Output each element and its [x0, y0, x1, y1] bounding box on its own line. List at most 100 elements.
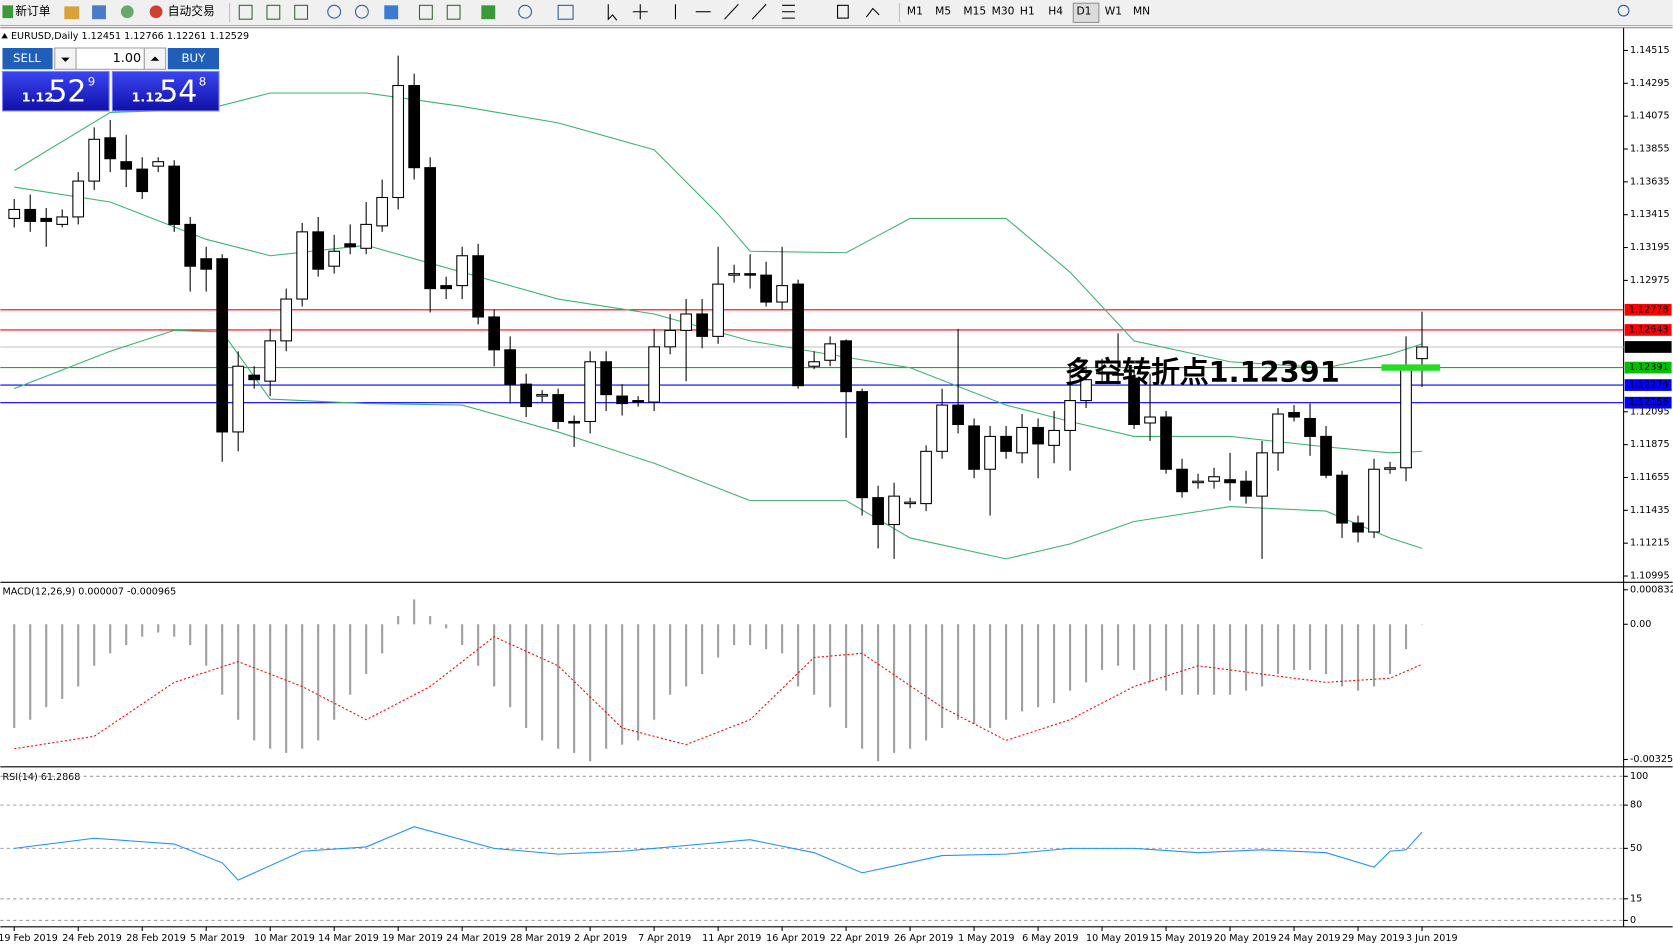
x-tick-label: 24 Mar 2019 — [446, 933, 507, 944]
signals-icon[interactable] — [120, 5, 134, 19]
y-tick-label: 0.00 — [1630, 619, 1651, 630]
zoom-out-icon[interactable] — [354, 4, 369, 19]
candle-body — [72, 180, 85, 218]
arrows-icon[interactable] — [865, 7, 880, 18]
search-icon[interactable] — [1617, 4, 1630, 17]
candle-body — [1144, 416, 1156, 424]
candle-body — [968, 425, 980, 470]
bid-big: 52 — [48, 74, 86, 109]
candle-body — [280, 298, 293, 342]
x-tick-label: 15 May 2019 — [1150, 933, 1212, 944]
new-order-icon — [2, 5, 14, 19]
buy-button[interactable]: BUY — [167, 47, 219, 70]
candle-body — [984, 435, 996, 470]
candle-body — [472, 255, 485, 318]
candle-body — [504, 349, 517, 385]
chart-bg — [0, 27, 1673, 946]
x-tick-label: 5 Mar 2019 — [190, 933, 245, 944]
candle-body — [1384, 467, 1396, 470]
x-tick-label: 7 Apr 2019 — [638, 933, 691, 944]
candle-body — [792, 283, 804, 387]
bid-quote[interactable]: 1.12 52 9 — [1, 70, 110, 112]
auto-trading-label: 自动交易 — [168, 4, 215, 18]
timeframe-button[interactable]: H4 — [1048, 5, 1063, 18]
sell-button[interactable]: SELL — [2, 47, 53, 70]
x-tick-label: 6 May 2019 — [1022, 933, 1078, 944]
lot-down-arrow — [61, 57, 70, 62]
x-tick-label: 3 Jun 2019 — [1406, 933, 1458, 944]
timeframe-button[interactable]: M15 — [963, 5, 986, 18]
candle-body — [1208, 476, 1220, 482]
candle-body — [312, 231, 325, 270]
candle-body — [152, 161, 165, 167]
history-icon[interactable] — [64, 6, 80, 20]
sell-label: SELL — [13, 51, 41, 65]
chart-shift-icon[interactable] — [446, 4, 461, 20]
candle-body — [24, 208, 37, 222]
candle-body — [1048, 429, 1060, 446]
level-tag-label: 1.12156 — [1629, 397, 1669, 408]
timeframe-button[interactable]: D1 — [1076, 5, 1091, 18]
candle-body — [360, 223, 373, 249]
candle-body — [744, 273, 756, 276]
candle-body — [872, 497, 884, 526]
fibo-icon[interactable] — [782, 4, 795, 19]
timeframe-button[interactable]: M1 — [907, 5, 923, 18]
band-line — [13, 92, 1423, 369]
candle-body — [120, 161, 133, 170]
trendline-icon[interactable] — [724, 3, 739, 20]
candle-body — [344, 243, 357, 248]
candle-body — [1352, 522, 1364, 533]
candle-body — [1032, 426, 1044, 445]
candle-body — [840, 340, 852, 393]
bar-chart-icon[interactable] — [238, 4, 253, 20]
candle-chart-icon[interactable] — [266, 4, 281, 20]
candle-body — [888, 495, 900, 526]
level-tag-label: 1.12391 — [1629, 362, 1669, 373]
y-tick-label: 1.10995 — [1630, 571, 1670, 582]
line-chart-icon[interactable] — [294, 4, 309, 20]
new-order-button[interactable]: 新订单 — [2, 4, 51, 19]
indicator-title: MACD(12,26,9) 0.000007 -0.000965 — [2, 586, 176, 597]
auto-trading-button[interactable]: 自动交易 — [149, 4, 215, 18]
candle-body — [216, 258, 229, 433]
templates-icon[interactable] — [557, 4, 574, 20]
cursor-icon[interactable] — [607, 4, 618, 21]
indicators-icon[interactable] — [481, 5, 496, 20]
new-order-label: 新订单 — [15, 4, 50, 18]
label-icon[interactable] — [837, 4, 849, 19]
terminal-icon[interactable] — [92, 5, 106, 20]
y-tick-label: -0.003259 — [1630, 754, 1673, 765]
crosshair-icon[interactable] — [632, 4, 648, 20]
candle-body — [456, 255, 469, 287]
channel-icon[interactable] — [751, 3, 767, 20]
tile-icon[interactable] — [384, 5, 399, 20]
y-tick-label: 1.11435 — [1630, 505, 1670, 516]
y-tick-label: 1.14515 — [1630, 45, 1670, 56]
timeframe-button[interactable]: H1 — [1020, 5, 1035, 18]
ask-prefix: 1.12 — [132, 91, 164, 106]
candle-body — [600, 361, 612, 396]
zoom-in-icon[interactable] — [327, 4, 342, 19]
y-tick-label: 1.11215 — [1630, 538, 1670, 549]
candle-body — [200, 258, 213, 270]
ask-bg — [111, 70, 220, 112]
candle-body — [648, 346, 660, 403]
candle-body — [1288, 411, 1300, 418]
ask-quote[interactable]: 1.12 54 8 — [111, 70, 220, 112]
candle-body — [904, 501, 916, 505]
title-marker — [1, 33, 8, 39]
timeframe-button[interactable]: M30 — [992, 5, 1015, 18]
periods-icon[interactable] — [518, 4, 533, 19]
timeframe-button[interactable]: W1 — [1105, 5, 1122, 18]
y-tick-label: 0 — [1630, 915, 1636, 926]
y-tick-label: 1.11655 — [1630, 472, 1670, 483]
autoscroll-icon[interactable] — [418, 4, 433, 20]
candle-body — [264, 340, 277, 382]
timeframe-button[interactable]: MN — [1133, 5, 1150, 18]
y-tick-label: 100 — [1630, 771, 1648, 782]
x-tick-label: 10 Mar 2019 — [254, 933, 315, 944]
candle-body — [1272, 413, 1284, 454]
timeframe-button[interactable]: M5 — [935, 5, 951, 18]
